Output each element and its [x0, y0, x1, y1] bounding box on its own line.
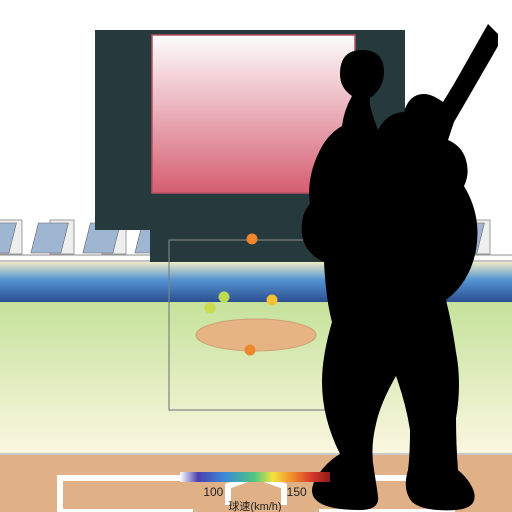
colorbar-tick-label: 150: [287, 485, 307, 499]
pitch-marker: [267, 295, 278, 306]
pitch-marker: [205, 303, 216, 314]
mound: [196, 319, 316, 351]
colorbar-axis-label: 球速(km/h): [228, 499, 281, 512]
pitch-marker: [247, 234, 258, 245]
stage-svg: 100 150 球速(km/h): [0, 0, 512, 512]
pitch-location-diagram: 100 150 球速(km/h): [0, 0, 512, 512]
colorbar-tick-label: 100: [203, 485, 223, 499]
pitch-marker: [219, 292, 230, 303]
pitch-marker: [245, 345, 256, 356]
